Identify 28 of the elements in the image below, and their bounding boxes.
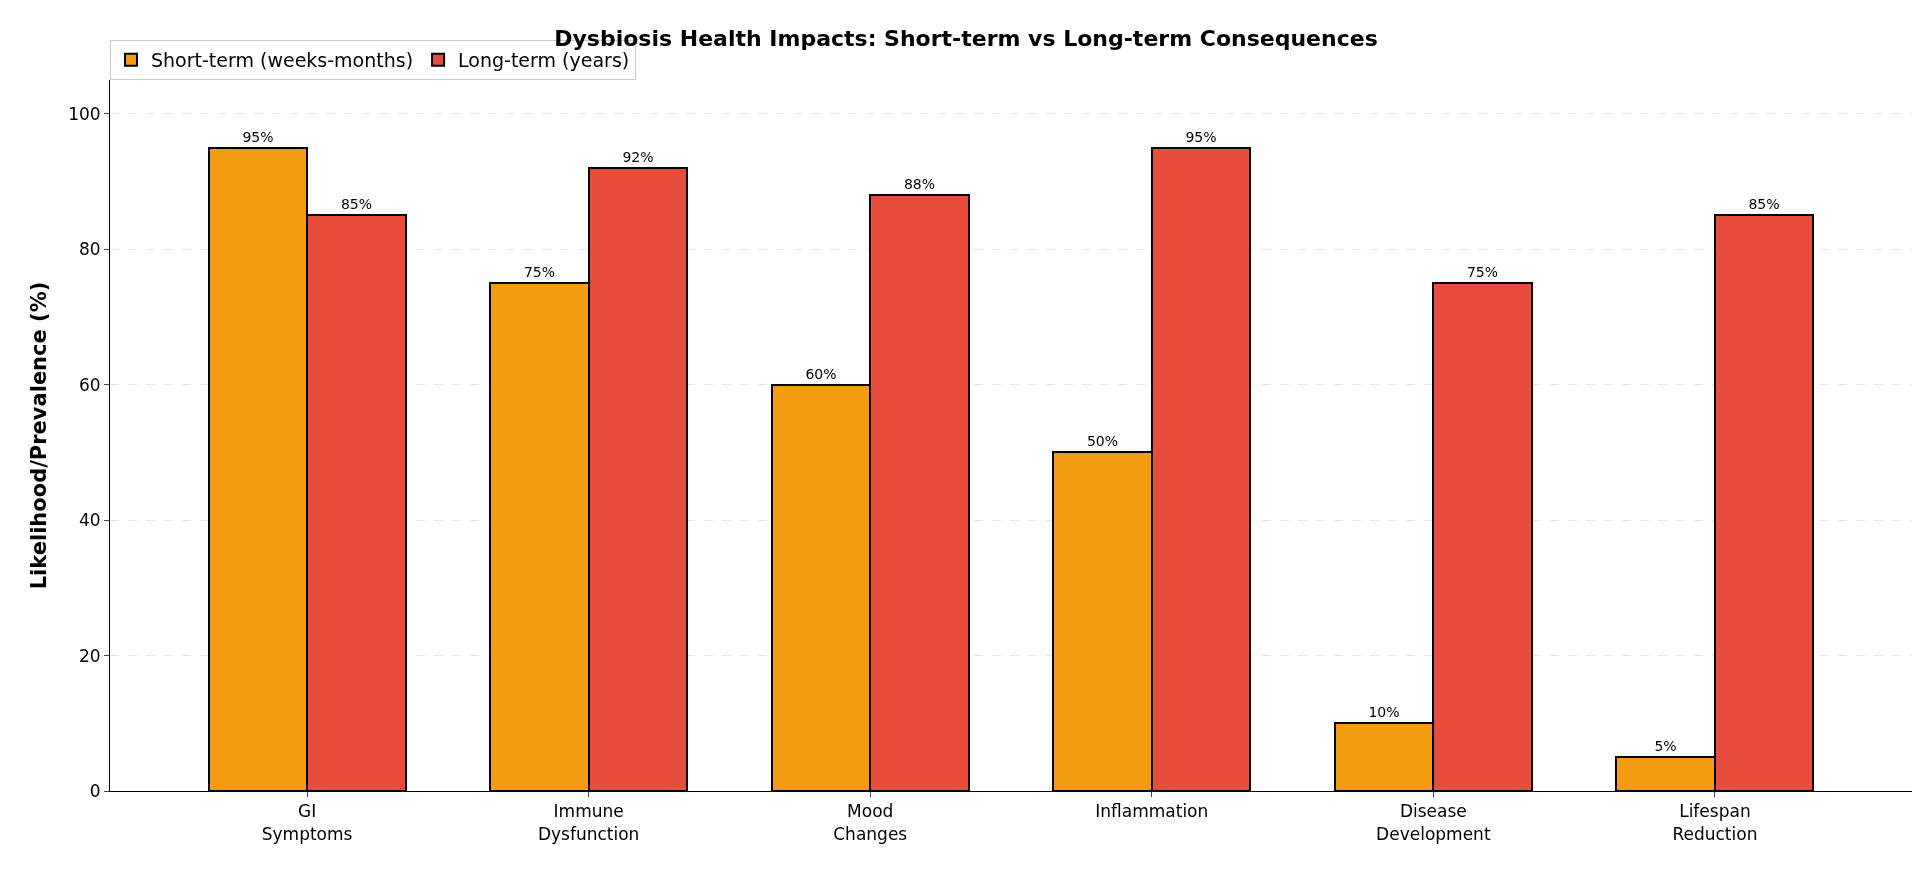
data-label: 75% [1466,264,1499,280]
y-tick-label: 20 [78,645,101,666]
chart-title: Dysbiosis Health Impacts: Short-term vs Long-term Consequences [554,26,1378,52]
data-label: 10% [1368,704,1400,720]
data-label: 50% [1086,433,1119,449]
y-axis-title: Likelihood/Prevalence (%) [27,281,52,590]
x-tick-label: Lifespan Reduction [1672,801,1758,844]
legend-label: Long-term (years) [458,49,630,72]
data-label: 85% [340,196,373,212]
data-label: 92% [622,149,654,165]
data-label: 85% [1748,196,1780,212]
y-tick-label: 0 [89,780,101,801]
data-label: 5% [1654,738,1677,754]
x-tick-label: Immune Dysfunction [537,801,640,844]
x-tick-label: Disease Development [1376,801,1491,844]
legend-label: Short-term (weeks-months) [151,49,414,72]
data-label: 75% [523,264,556,280]
data-label: 60% [805,366,837,382]
data-label: 95% [242,129,274,145]
y-tick-label: 60 [78,374,101,395]
x-tick-label: Mood Changes [833,801,908,844]
data-label: 88% [903,176,936,192]
y-tick-label: 80 [78,239,101,260]
x-tick-label: GI Symptoms [261,801,353,844]
x-tick-label: Inflammation [1095,801,1209,822]
data-label: 95% [1185,129,1217,145]
y-tick-label: 100 [68,103,101,124]
y-tick-label: 40 [78,510,101,531]
